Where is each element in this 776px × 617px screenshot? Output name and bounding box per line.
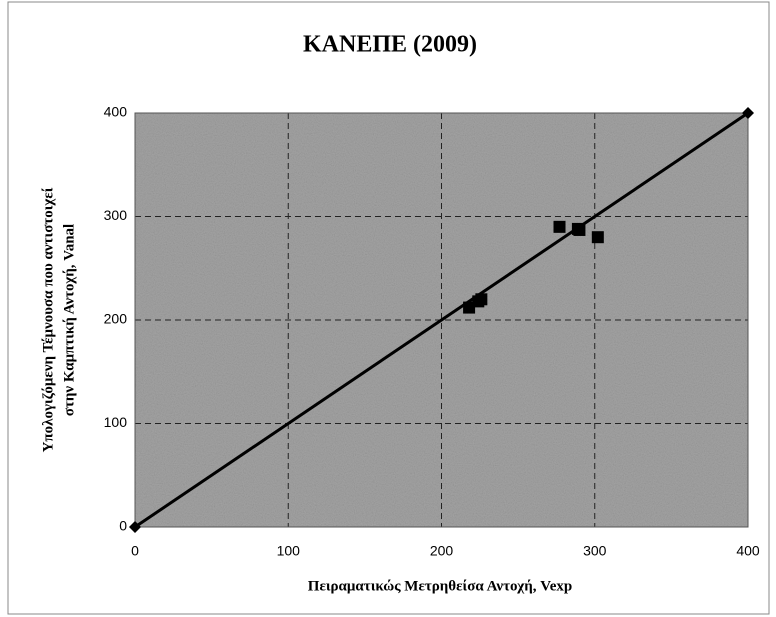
x-tick-label: 400 [736,543,760,559]
y-axis-label: Υπολογιζόμενη Τέμνουσα που αντιστοιχεί [40,187,56,452]
x-tick-label: 300 [583,543,607,559]
x-tick-label: 100 [277,543,301,559]
line [134,111,749,529]
chart-title: ΚΑΝΕΠΕ (2009) [303,32,477,58]
y-tick-label: 100 [104,414,128,430]
point [129,521,141,533]
point [591,231,604,244]
x-tick-label: 200 [430,543,454,559]
y-tick-label: 400 [104,104,128,120]
y-axis-label: στην Καμπτική Αντοχή, Vanal [61,224,77,416]
x-axis-label: Πειραματικώς Μετρηθείσα Αντοχή, Vexp [308,578,572,594]
y-tick-label: 300 [104,207,128,223]
point [463,301,476,314]
plot-border [134,112,749,528]
x-tick-label: 0 [131,543,139,559]
point [573,223,586,236]
point [553,220,566,233]
y-tick-label: 0 [119,518,127,534]
point [742,107,754,119]
y-tick-label: 200 [104,311,128,327]
point [475,293,488,306]
